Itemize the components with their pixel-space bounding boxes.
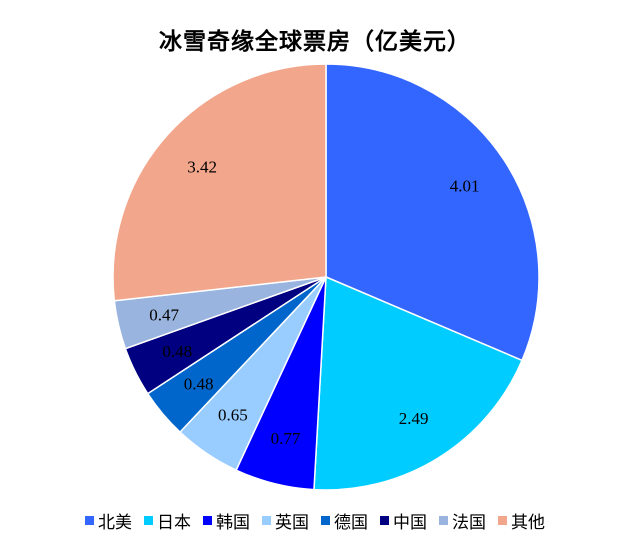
data-label-4: 0.65 — [218, 406, 248, 425]
legend-label: 北美 — [98, 513, 132, 533]
legend-item-8: 其他 — [498, 508, 545, 533]
pie-slice-2 — [313, 275, 523, 491]
data-label-8: 3.42 — [187, 157, 217, 176]
data-label-7: 0.47 — [149, 305, 179, 324]
legend-item-1: 北美 — [85, 508, 132, 533]
chart-title: 冰雪奇缘全球票房（亿美元） — [159, 29, 471, 55]
legend-swatch — [380, 516, 389, 525]
legend-swatch — [439, 516, 448, 525]
legend-label: 法国 — [452, 513, 486, 533]
legend-item-7: 法国 — [439, 508, 486, 533]
legend-swatch — [321, 516, 330, 525]
legend-swatch — [203, 516, 212, 525]
legend-label: 其他 — [511, 513, 545, 533]
legend-label: 韩国 — [216, 513, 250, 533]
data-label-3: 0.77 — [271, 429, 301, 448]
legend-label: 德国 — [334, 513, 368, 533]
legend-swatch — [498, 516, 507, 525]
legend-item-6: 中国 — [380, 508, 427, 533]
legend-label: 英国 — [275, 513, 309, 533]
data-label-2: 2.49 — [399, 409, 429, 428]
legend-label: 日本 — [157, 513, 191, 533]
legend-swatch — [144, 516, 153, 525]
legend-item-4: 英国 — [262, 508, 309, 533]
legend-label: 中国 — [393, 513, 427, 533]
pie-slice-8 — [112, 63, 327, 302]
data-label-5: 0.48 — [184, 375, 214, 394]
pie-chart: 4.012.490.770.650.480.480.473.42 — [112, 63, 540, 491]
data-label-6: 0.48 — [162, 342, 192, 361]
legend-item-3: 韩国 — [203, 508, 250, 533]
legend-swatch — [85, 516, 94, 525]
chart-legend: 北美 日本 韩国 英国 德国 中国 法国 其他 — [0, 508, 630, 533]
legend-item-2: 日本 — [144, 508, 191, 533]
data-label-1: 4.01 — [450, 176, 480, 195]
pie-slice-1 — [325, 63, 540, 362]
legend-swatch — [262, 516, 271, 525]
legend-item-5: 德国 — [321, 508, 368, 533]
